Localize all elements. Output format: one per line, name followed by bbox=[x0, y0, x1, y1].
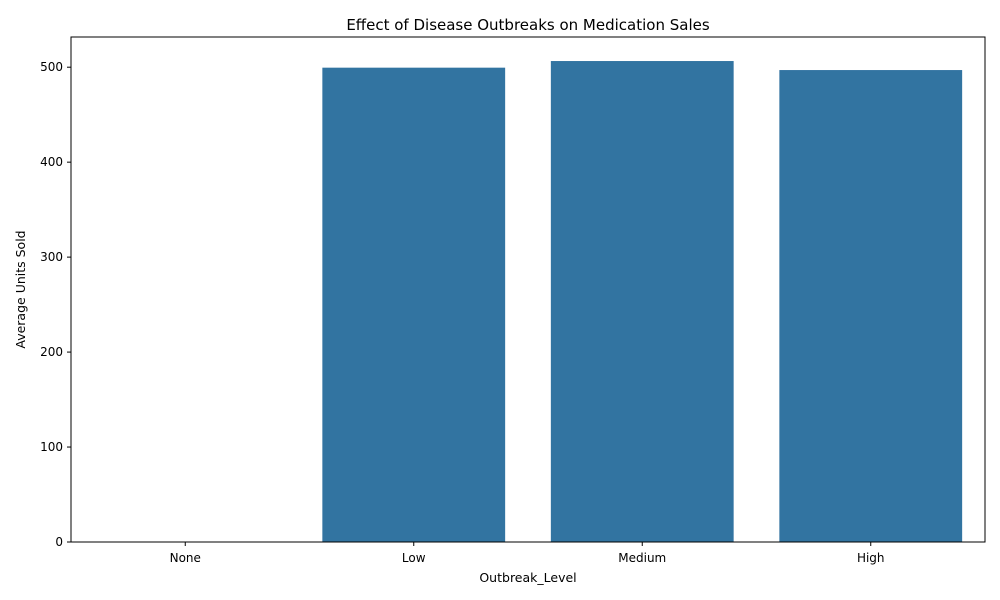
y-tick-label: 400 bbox=[40, 155, 63, 169]
y-tick-label: 300 bbox=[40, 250, 63, 264]
chart-title: Effect of Disease Outbreaks on Medicatio… bbox=[346, 16, 710, 34]
x-tick-label: Low bbox=[402, 551, 426, 565]
bar-medium bbox=[550, 61, 734, 542]
y-tick-label: 500 bbox=[40, 60, 63, 74]
x-tick-label: None bbox=[170, 551, 201, 565]
y-axis: 0 100 200 300 400 500 bbox=[40, 60, 71, 549]
y-tick-label: 200 bbox=[40, 345, 63, 359]
plot-frame bbox=[70, 36, 986, 543]
x-tick-label: High bbox=[857, 551, 885, 565]
y-axis-label: Average Units Sold bbox=[13, 230, 28, 348]
y-tick-label: 0 bbox=[55, 535, 63, 549]
x-axis: None Low Medium High bbox=[170, 542, 885, 565]
x-axis-label: Outbreak_Level bbox=[479, 570, 576, 585]
bars-group bbox=[322, 61, 963, 543]
x-tick-label: Medium bbox=[618, 551, 666, 565]
bar-low bbox=[322, 67, 506, 543]
y-tick-label: 100 bbox=[40, 440, 63, 454]
bar-high bbox=[779, 70, 963, 543]
